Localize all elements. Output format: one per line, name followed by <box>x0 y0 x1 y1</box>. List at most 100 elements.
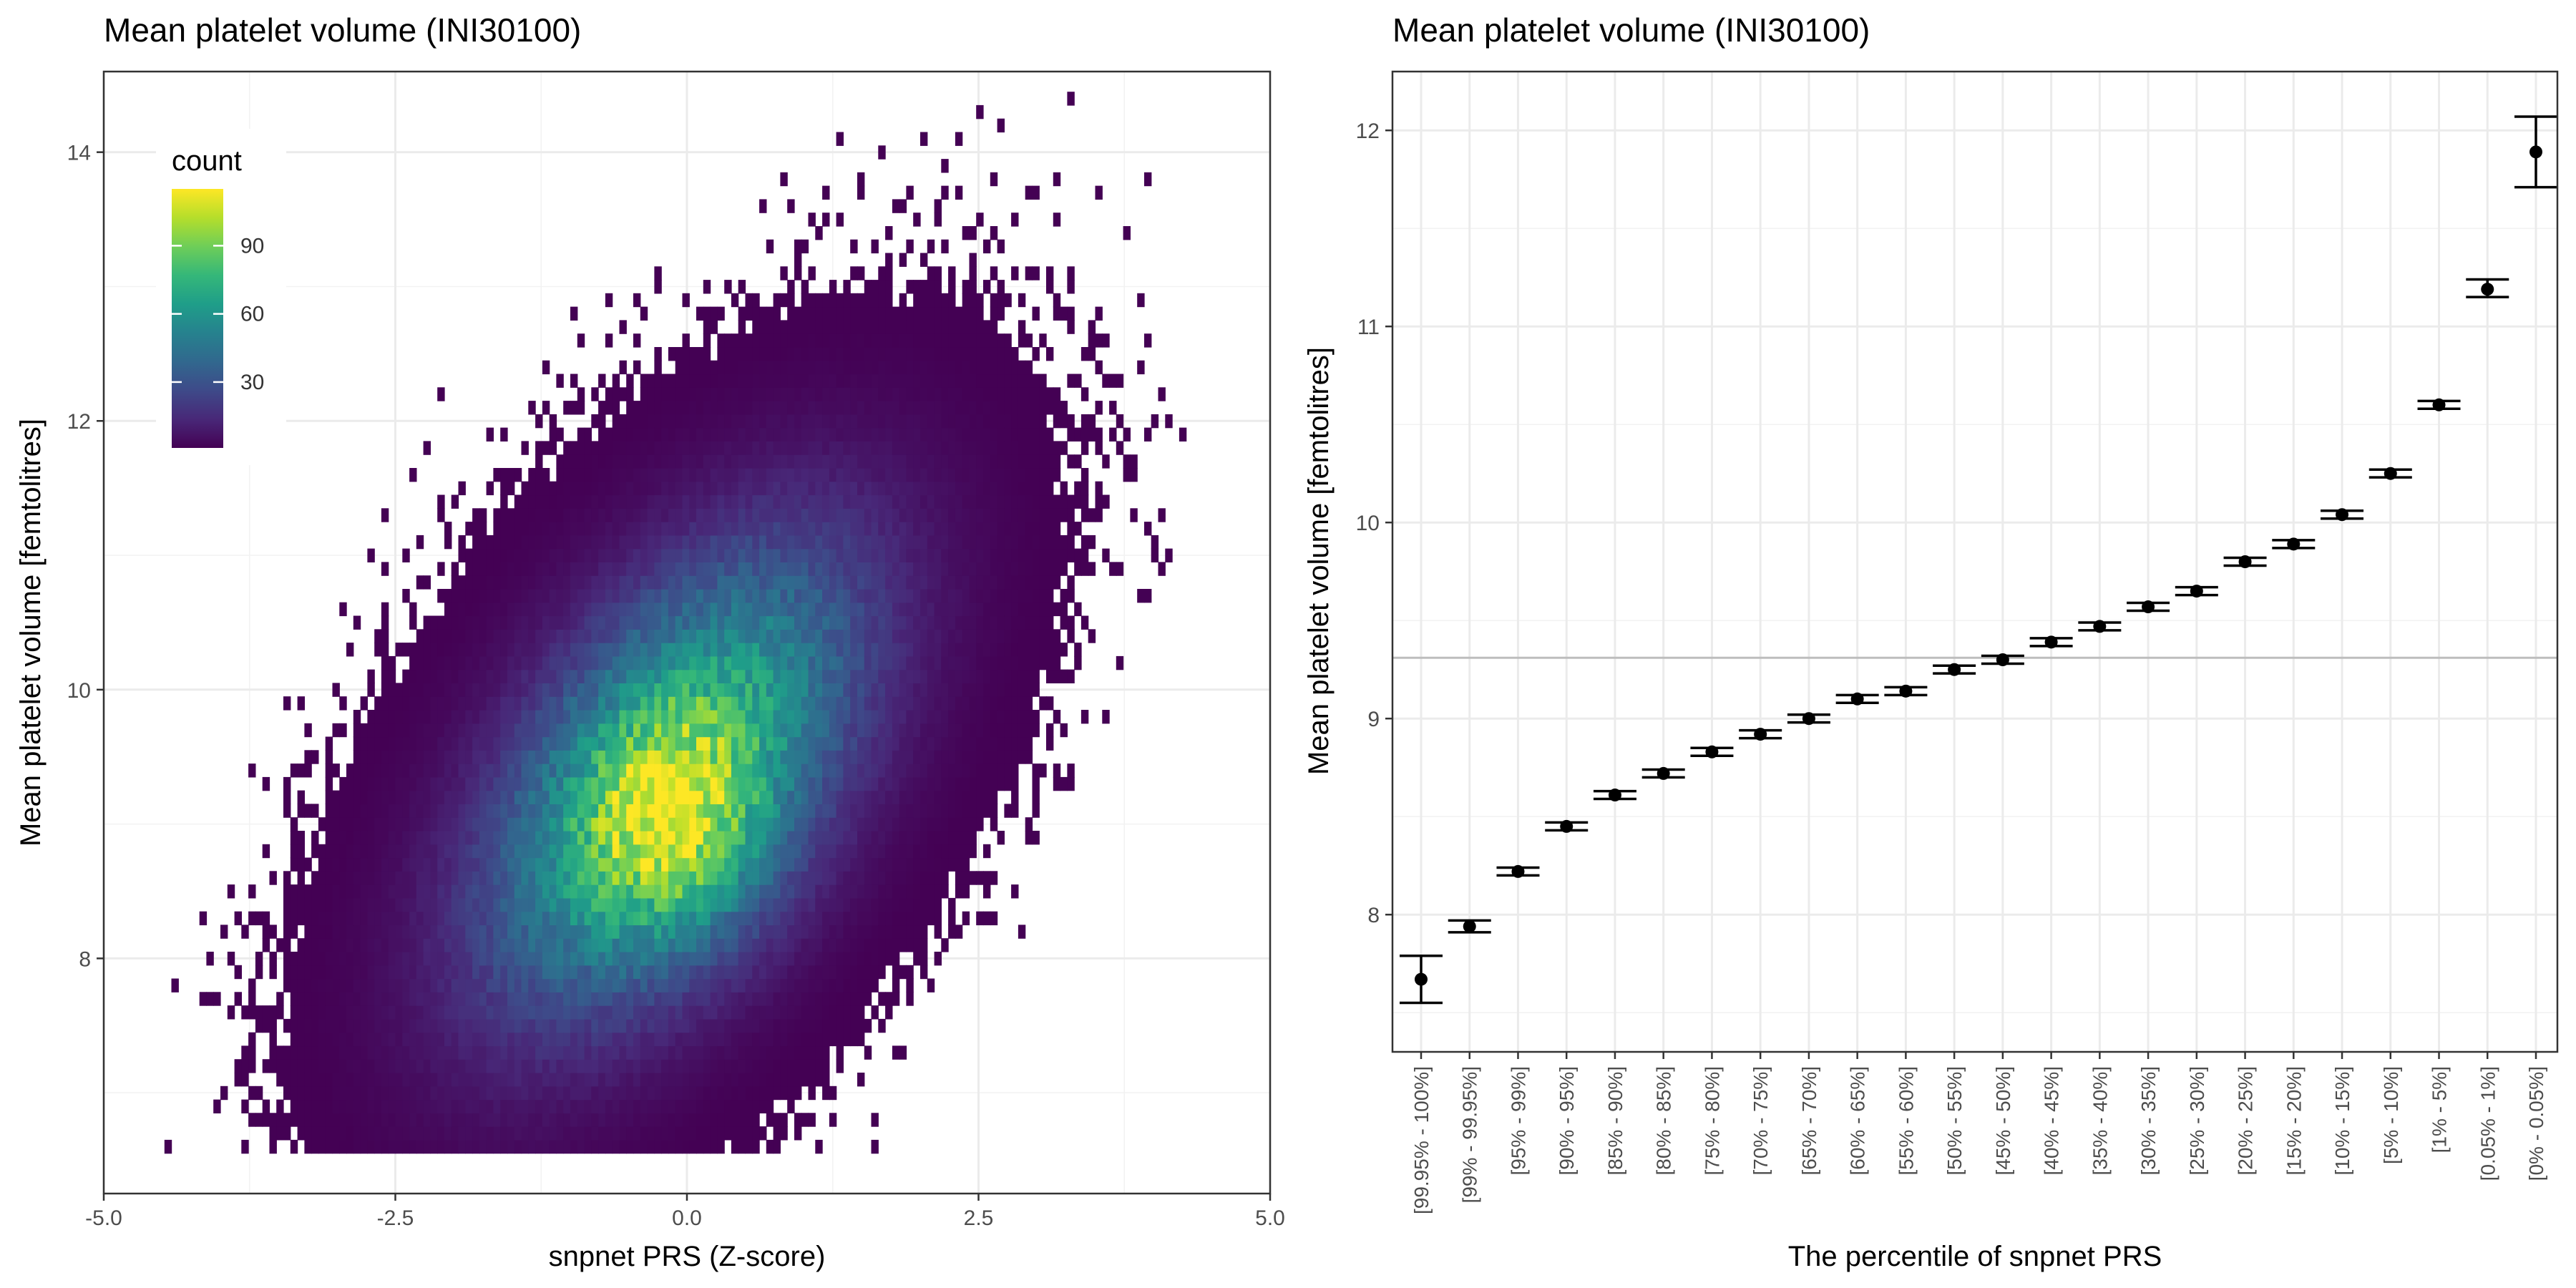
heatmap-cell <box>703 643 711 657</box>
heatmap-cell <box>808 562 816 576</box>
heatmap-cell <box>353 1113 361 1127</box>
heatmap-cell <box>549 589 557 603</box>
heatmap-cell <box>563 1005 571 1020</box>
heatmap-cell <box>444 535 452 550</box>
heatmap-cell <box>577 643 585 657</box>
heatmap-cell <box>857 978 865 992</box>
heatmap-cell <box>339 817 347 831</box>
heatmap-cell <box>444 844 452 859</box>
heatmap-cell <box>731 710 739 724</box>
heatmap-cell <box>927 589 935 603</box>
heatmap-cell <box>843 1018 851 1033</box>
heatmap-cell <box>661 776 669 791</box>
heatmap-cell <box>563 1139 571 1154</box>
heatmap-cell <box>759 669 767 683</box>
heatmap-cell <box>570 884 578 899</box>
heatmap-cell <box>626 1059 634 1073</box>
heatmap-cell <box>423 1073 431 1087</box>
heatmap-cell <box>633 655 641 670</box>
heatmap-cell <box>948 831 956 845</box>
heatmap-cell <box>689 978 697 992</box>
heatmap-cell <box>479 602 487 617</box>
heatmap-cell <box>787 589 795 603</box>
heatmap-cell <box>465 952 473 966</box>
heatmap-cell <box>402 683 410 697</box>
heatmap-cell <box>731 360 739 375</box>
heatmap-cell <box>815 347 823 361</box>
heatmap-cell <box>766 1059 774 1073</box>
heatmap-cell <box>535 683 543 697</box>
heatmap-cell <box>920 253 928 267</box>
heatmap-cell <box>591 494 599 509</box>
heatmap-cell <box>724 817 732 831</box>
heatmap-cell <box>430 655 438 670</box>
heatmap-cell <box>871 897 879 912</box>
heatmap-cell <box>780 293 788 308</box>
heatmap-cell <box>577 1032 585 1047</box>
heatmap-cell <box>654 1005 662 1020</box>
heatmap-cell <box>703 481 711 496</box>
heatmap-cell <box>318 1045 326 1060</box>
heatmap-cell <box>430 911 438 926</box>
heatmap-cell <box>836 481 844 496</box>
heatmap-cell <box>542 965 550 980</box>
heatmap-cell <box>878 360 886 375</box>
heatmap-cell <box>941 831 949 845</box>
heatmap-cell <box>773 844 781 859</box>
heatmap-cell <box>388 750 396 764</box>
heatmap-cell <box>815 454 823 469</box>
heatmap-cell <box>640 804 648 818</box>
heatmap-cell <box>857 481 865 496</box>
heatmap-cell <box>353 911 361 926</box>
heatmap-cell <box>654 454 662 469</box>
heatmap-cell <box>934 508 942 522</box>
heatmap-cell <box>598 1113 606 1127</box>
heatmap-cell <box>801 374 809 388</box>
heatmap-cell <box>304 1085 312 1101</box>
heatmap-cell <box>451 776 459 791</box>
heatmap-cell <box>675 1085 683 1101</box>
heatmap-cell <box>724 602 732 617</box>
heatmap-cell <box>731 884 739 899</box>
heatmap-cell <box>759 992 767 1006</box>
heatmap-cell <box>836 938 844 952</box>
heatmap-cell <box>766 804 774 818</box>
heatmap-cell <box>542 401 550 415</box>
heatmap-cell <box>829 280 837 294</box>
heatmap-cell <box>710 1113 718 1127</box>
heatmap-cell <box>787 763 795 778</box>
heatmap-cell <box>822 871 830 885</box>
heatmap-cell <box>507 871 515 885</box>
heatmap-cell <box>486 696 494 711</box>
heatmap-cell <box>710 481 718 496</box>
heatmap-cell <box>626 401 634 415</box>
heatmap-cell <box>367 1139 375 1154</box>
heatmap-cell <box>808 548 816 562</box>
heatmap-cell <box>591 817 599 831</box>
heatmap-cell <box>647 468 655 482</box>
heatmap-cell <box>360 790 368 804</box>
heatmap-cell <box>675 1045 683 1060</box>
heatmap-cell <box>787 427 795 441</box>
heatmap-cell <box>682 575 690 590</box>
heatmap-cell <box>479 804 487 818</box>
heatmap-cell <box>584 710 592 724</box>
heatmap-cell <box>794 1085 802 1101</box>
heatmap-cell <box>549 629 557 643</box>
heatmap-cell <box>766 978 774 992</box>
heatmap-cell <box>444 776 452 791</box>
heatmap-cell <box>934 871 942 885</box>
heatmap-cell <box>570 965 578 980</box>
heatmap-cell <box>437 992 445 1006</box>
heatmap-cell <box>542 1113 550 1127</box>
heatmap-cell <box>857 374 865 388</box>
heatmap-cell <box>451 669 459 683</box>
heatmap-cell <box>864 374 872 388</box>
heatmap-cell <box>745 750 753 764</box>
heatmap-cell <box>633 454 641 469</box>
heatmap-cell <box>318 884 326 899</box>
heatmap-cell <box>521 508 529 522</box>
heatmap-cell <box>787 723 795 738</box>
heatmap-cell <box>633 414 641 429</box>
heatmap-cell <box>808 615 816 630</box>
